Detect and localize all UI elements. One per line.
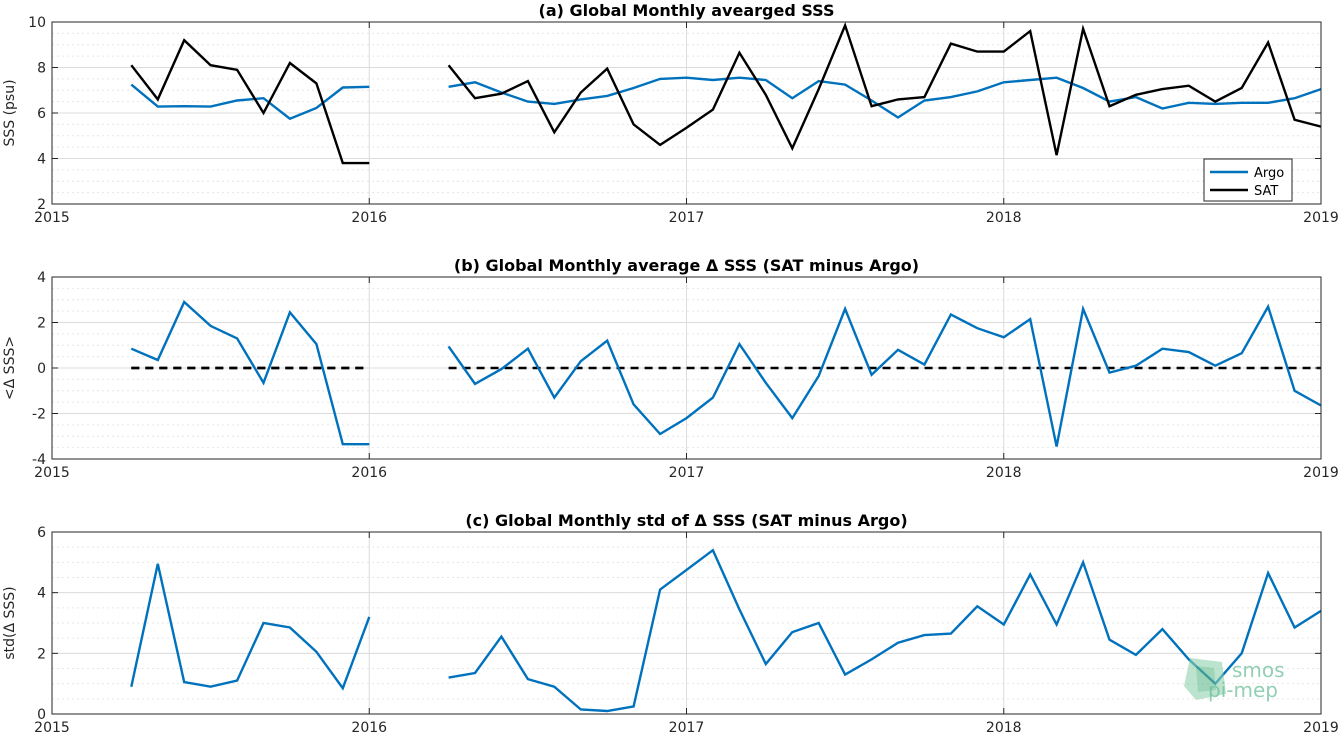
y-axis-label: SSS (psu) bbox=[2, 79, 18, 146]
x-tick-label: 2016 bbox=[351, 720, 387, 736]
y-axis-label: std(Δ SSS) bbox=[2, 586, 18, 659]
watermark-logo: smos pi-mep bbox=[1184, 658, 1285, 702]
x-tick-label: 2015 bbox=[34, 465, 70, 481]
logo-mark-icon bbox=[1184, 658, 1226, 700]
chart-panel: -4 -2 0 2 4 2015 2016 2017 2018 2019 (b) Global Mo… bbox=[2, 256, 1339, 481]
x-tick-label: 2016 bbox=[351, 465, 387, 481]
logo-text-pimep: pi-mep bbox=[1208, 678, 1278, 702]
y-tick-label: 6 bbox=[37, 106, 46, 122]
legend: Argo SAT bbox=[1203, 158, 1293, 202]
y-tick-label: 10 bbox=[28, 15, 46, 31]
x-tick-label: 2016 bbox=[351, 210, 387, 226]
y-tick-label: -2 bbox=[32, 407, 46, 423]
x-tick-label: 2019 bbox=[1303, 210, 1339, 226]
chart-panel: 0 2 4 6 2015 2016 2017 2018 2019 (c) Global Month… bbox=[2, 511, 1339, 736]
x-tick-label: 2015 bbox=[34, 720, 70, 736]
x-tick-label: 2017 bbox=[669, 720, 705, 736]
chart-panel: 2 4 6 8 10 2015 2016 2017 2018 2019 (a) Global Mon… bbox=[2, 1, 1339, 226]
series-line bbox=[130, 300, 1322, 447]
y-tick-label: 4 bbox=[37, 152, 46, 168]
legend-box bbox=[1203, 158, 1293, 202]
x-tick-label: 2019 bbox=[1303, 465, 1339, 481]
y-tick-label: 2 bbox=[37, 646, 46, 662]
x-tick-label: 2018 bbox=[986, 720, 1022, 736]
y-tick-label: 2 bbox=[37, 197, 46, 213]
y-tick-label: 0 bbox=[37, 707, 46, 723]
y-tick-label: 4 bbox=[37, 270, 46, 286]
y-tick-label: -4 bbox=[32, 452, 46, 468]
y-tick-label: 4 bbox=[37, 586, 46, 602]
x-tick-label: 2017 bbox=[669, 210, 705, 226]
y-tick-label: 8 bbox=[37, 61, 46, 77]
x-tick-label: 2017 bbox=[669, 465, 705, 481]
chart-title: (b) Global Monthly average Δ SSS (SAT mi… bbox=[454, 256, 919, 275]
series-line-argo bbox=[130, 76, 1322, 121]
y-axis-label: <Δ SSS> bbox=[2, 336, 18, 400]
y-tick-label: 0 bbox=[37, 361, 46, 377]
series-line-sat bbox=[130, 21, 1322, 165]
x-tick-label: 2015 bbox=[34, 210, 70, 226]
chart-title: (c) Global Monthly std of Δ SSS (SAT min… bbox=[465, 511, 907, 530]
legend-label: SAT bbox=[1254, 184, 1278, 199]
legend-label: Argo bbox=[1254, 166, 1284, 181]
series-line bbox=[130, 548, 1322, 713]
y-tick-label: 2 bbox=[37, 316, 46, 332]
x-tick-label: 2019 bbox=[1303, 720, 1339, 736]
x-tick-label: 2018 bbox=[986, 210, 1022, 226]
y-tick-label: 6 bbox=[37, 525, 46, 541]
logo-text-smos: smos bbox=[1232, 658, 1285, 682]
chart-title: (a) Global Monthly avearged SSS bbox=[539, 1, 835, 20]
x-tick-label: 2018 bbox=[986, 465, 1022, 481]
